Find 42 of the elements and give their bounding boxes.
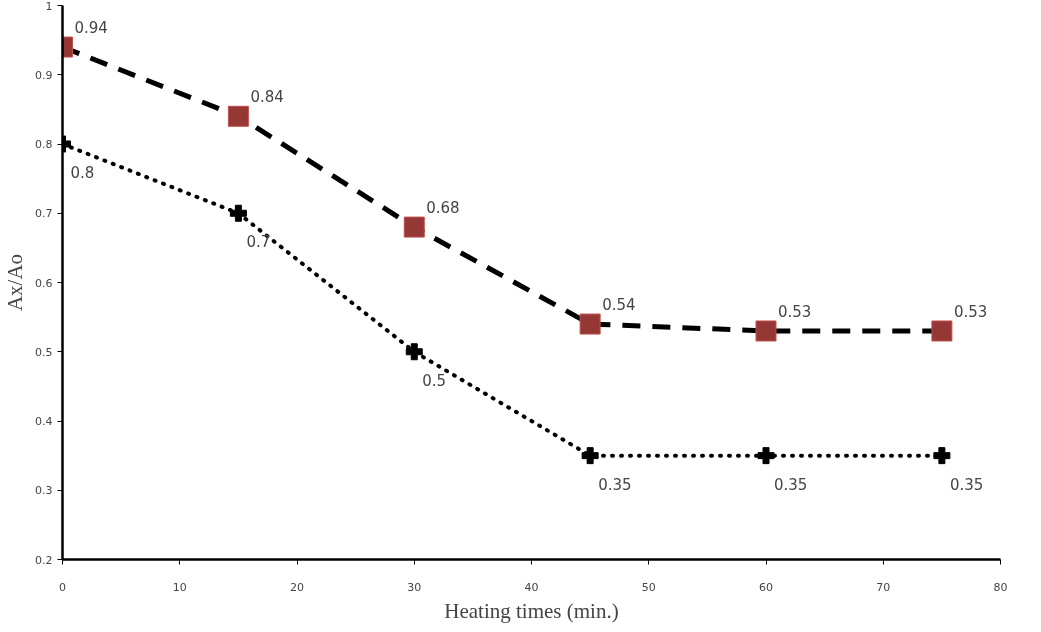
x-tick-label: 40 bbox=[524, 580, 539, 594]
data-label: 0.94 bbox=[74, 19, 108, 38]
point bbox=[405, 343, 423, 361]
y-tick-label: 1 bbox=[45, 0, 53, 13]
data-label: 0.35 bbox=[949, 475, 984, 494]
data-label: 0.53 bbox=[953, 302, 988, 321]
y-tick-label: 0.5 bbox=[35, 345, 53, 359]
x-tick-label: 80 bbox=[993, 580, 1008, 594]
data-label: 0.35 bbox=[598, 475, 632, 494]
x-axis-title: Heating times (min.) bbox=[444, 598, 619, 623]
y-tick-label: 0.2 bbox=[35, 553, 53, 567]
x-tick-label: 20 bbox=[290, 580, 304, 594]
point bbox=[229, 204, 247, 222]
x-tick-label: 60 bbox=[759, 580, 773, 594]
point bbox=[579, 313, 601, 335]
x-tick-label: 30 bbox=[407, 580, 422, 594]
point bbox=[931, 320, 953, 342]
data-label: 0.84 bbox=[250, 88, 284, 107]
y-tick-label: 0.6 bbox=[35, 276, 53, 290]
data-label: 0.5 bbox=[422, 371, 447, 390]
y-tick-label: 0.4 bbox=[35, 415, 53, 428]
y-axis-title: Ax/Ao bbox=[3, 253, 28, 312]
data-label: 0.35 bbox=[774, 475, 808, 494]
y-tick-label: 0.9 bbox=[35, 68, 53, 82]
point bbox=[581, 447, 599, 465]
y-tick-label: 0.8 bbox=[35, 138, 53, 151]
point bbox=[757, 447, 775, 465]
point bbox=[755, 320, 777, 342]
x-tick-label: 50 bbox=[641, 580, 656, 594]
point bbox=[227, 105, 249, 127]
data-label: 0.68 bbox=[426, 199, 460, 218]
point bbox=[933, 447, 951, 465]
data-label: 0.7 bbox=[246, 233, 271, 252]
data-label: 0.54 bbox=[602, 296, 636, 315]
x-tick-label: 0 bbox=[59, 580, 66, 594]
y-tick-label: 0.3 bbox=[35, 484, 53, 498]
data-label: 0.8 bbox=[70, 164, 95, 182]
x-tick-label: 70 bbox=[876, 580, 891, 594]
point bbox=[403, 216, 425, 238]
data-label: 0.53 bbox=[778, 302, 812, 321]
x-tick-label: 10 bbox=[172, 580, 187, 594]
y-tick-label: 0.7 bbox=[35, 207, 53, 221]
